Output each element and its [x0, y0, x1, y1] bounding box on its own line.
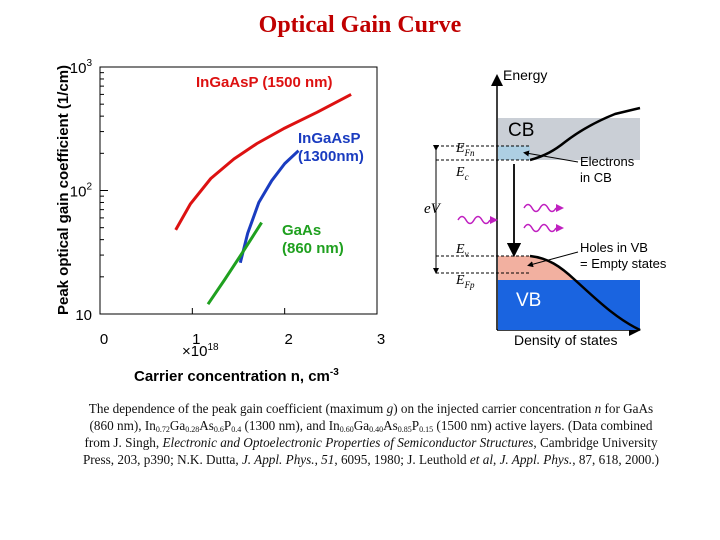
vb-edge-curve [529, 254, 641, 332]
electrons-callout-arrow [523, 150, 579, 163]
x-tick-label: 3 [377, 331, 385, 348]
holes-fill [498, 256, 575, 280]
electrons-callout: Electrons in CB [580, 154, 638, 185]
x-axis-ticks: 0 1 2 3 [99, 308, 385, 348]
series-line-0 [174, 93, 352, 231]
vb-fill [498, 280, 640, 330]
holes-callout-arrow [527, 251, 579, 268]
efn-label: EFn [455, 141, 475, 158]
emitted-photon-arrowhead-1 [556, 204, 564, 212]
holes-callout: Holes in VB = Empty states [580, 240, 667, 271]
band-diagram: Energy Density of states CB VB EFn Ec Ev… [424, 67, 667, 348]
emitted-photon-wave-1 [523, 203, 557, 213]
series-label-1: InGaAsP (1300nm) [298, 130, 364, 165]
series-layer: InGaAsP (1500 nm) InGaAsP (1300nm) GaAs (860… [174, 74, 364, 306]
ev-label: Ev [455, 242, 469, 259]
x-tick-label: 0 [100, 331, 108, 348]
y-axis-ticks: 10 102 103 [70, 58, 108, 324]
dos-axis-label: Density of states [514, 332, 618, 348]
x-tick-label: 2 [284, 331, 292, 348]
energy-axis-label: Energy [503, 67, 547, 83]
series-line-1 [238, 149, 300, 264]
figure-caption: The dependence of the peak gain coeffici… [82, 401, 660, 467]
x-scale-multiplier: ×1018 [182, 342, 219, 360]
y-axis-label: Peak optical gain coefficient (1/cm) [55, 65, 72, 315]
y-tick-label: 102 [70, 182, 93, 201]
y-tick-label: 103 [70, 58, 93, 77]
x-axis-label: Carrier concentration n, cm-3 [134, 367, 339, 385]
ev-gap-label: eV [424, 201, 442, 217]
emitted-photon-wave-2 [523, 223, 557, 233]
incoming-photon-arrowhead [490, 216, 498, 224]
series-line-2 [206, 221, 263, 306]
cb-label: CB [508, 120, 534, 141]
efp-label: EFp [455, 273, 475, 290]
series-label-0: InGaAsP (1500 nm) [196, 74, 332, 91]
ec-label: Ec [455, 165, 469, 182]
emitted-photon-arrowhead-2 [556, 224, 564, 232]
figure: 10 102 103 0 1 2 3 InGaAsP (1500 nm) InGaAsP (1… [55, 58, 667, 385]
series-label-2: GaAs (860 nm) [282, 222, 344, 257]
vb-label: VB [516, 290, 541, 311]
x-tick-label: 1 [192, 331, 200, 348]
y-tick-label: 10 [75, 307, 92, 324]
incoming-photon-wave [457, 215, 491, 225]
gain-chart: 10 102 103 0 1 2 3 InGaAsP (1500 nm) InGaAsP (1… [55, 58, 385, 385]
electrons-fill [498, 146, 530, 160]
slide-title: Optical Gain Curve [258, 12, 462, 38]
